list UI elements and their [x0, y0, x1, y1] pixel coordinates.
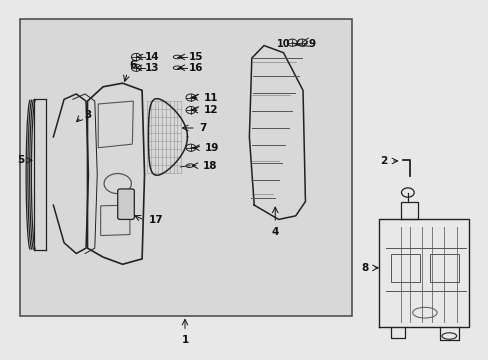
Text: 8: 8 [361, 263, 368, 273]
Text: 18: 18 [202, 161, 217, 171]
Text: 3: 3 [84, 111, 92, 121]
Text: 15: 15 [188, 52, 203, 62]
Text: 12: 12 [203, 105, 218, 115]
Text: 1: 1 [181, 335, 188, 345]
Text: 14: 14 [145, 52, 159, 62]
Bar [20, 19, 351, 316]
FancyBboxPatch shape [118, 189, 134, 220]
Bar [429, 253, 458, 282]
Text: 10: 10 [277, 40, 290, 49]
Text: 2: 2 [379, 156, 386, 166]
Text: 11: 11 [203, 93, 218, 103]
Bar [390, 253, 419, 282]
Text: 16: 16 [188, 63, 203, 73]
Text: 13: 13 [145, 63, 159, 73]
Text: 4: 4 [271, 227, 278, 237]
Text: 9: 9 [308, 40, 315, 49]
Text: 19: 19 [204, 143, 219, 153]
Text: 7: 7 [199, 123, 206, 133]
Text: 6: 6 [129, 60, 136, 70]
Text: 5: 5 [17, 155, 24, 165]
Text: 17: 17 [148, 215, 163, 225]
